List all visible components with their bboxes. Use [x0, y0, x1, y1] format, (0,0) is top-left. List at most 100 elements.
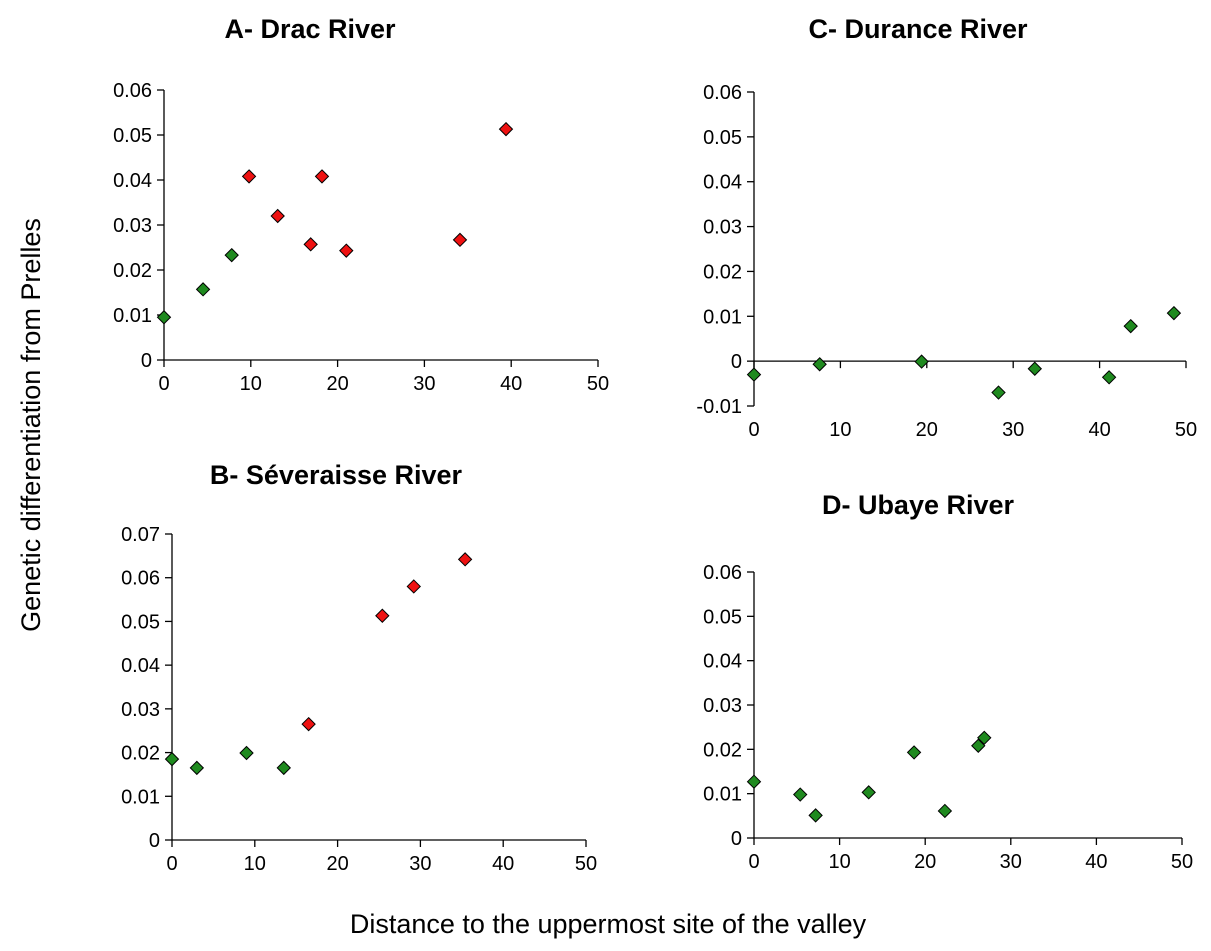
- data-point-green: [156, 310, 172, 325]
- chart-panel-d: D- Ubaye River 0 0.01 0.02 0.03 0.04 0.05 0.06 0…: [703, 490, 1193, 873]
- y-tick-label: 0.02: [113, 260, 152, 282]
- data-point-red: [457, 552, 473, 567]
- data-point-green: [977, 730, 992, 746]
- data-point-green: [914, 354, 929, 369]
- x-tick-label: 30: [409, 853, 431, 875]
- x-tick-label: 20: [326, 853, 348, 875]
- data-point-green: [1166, 305, 1182, 321]
- y-tick-label: 0.05: [113, 125, 152, 147]
- data-point-red: [270, 208, 285, 224]
- x-tick-label: 0: [158, 373, 169, 395]
- data-point-green: [276, 760, 291, 776]
- x-tick-label: 0: [748, 851, 759, 873]
- y-tick-label: 0.03: [113, 215, 152, 237]
- y-tick-label: 0.02: [703, 261, 742, 283]
- data-point-green: [861, 785, 876, 800]
- y-tick-label: 0: [141, 350, 152, 372]
- data-point-red: [406, 579, 421, 594]
- data-point-green: [937, 803, 953, 819]
- y-tick-label: 0.03: [121, 699, 160, 721]
- x-tick-label: 20: [916, 419, 938, 441]
- y-tick-label: 0.01: [121, 786, 160, 808]
- x-tick-label: 40: [500, 373, 522, 395]
- data-point-red: [498, 121, 514, 137]
- figure-x-axis-title: Distance to the uppermost site of the va…: [350, 909, 867, 939]
- y-tick-label: 0.07: [121, 524, 160, 546]
- y-tick-label: 0.02: [121, 743, 160, 765]
- y-tick-label: 0.03: [703, 217, 742, 239]
- x-tick-label: 50: [1171, 851, 1193, 873]
- y-tick-label: 0.05: [703, 127, 742, 149]
- y-tick-label: 0.04: [703, 172, 742, 194]
- y-tick-label: 0: [149, 830, 160, 852]
- data-point-green: [746, 774, 762, 789]
- chart-panel-b: B- Séveraisse River 0 0.01 0.02 0.03 0.04 0.05…: [121, 460, 597, 875]
- x-tick-label: 30: [1000, 851, 1022, 873]
- x-tick-label: 50: [587, 373, 609, 395]
- y-tick-label: 0.02: [703, 739, 742, 761]
- y-tick-label: 0.04: [121, 655, 160, 677]
- y-tick-label: 0.01: [703, 784, 742, 806]
- x-tick-label: 10: [244, 853, 266, 875]
- figure-y-axis-title: Genetic differentiation from Prelles: [16, 218, 46, 632]
- data-point-green: [1123, 318, 1138, 334]
- data-point-green: [164, 751, 180, 767]
- x-tick-label: 10: [240, 373, 262, 395]
- data-point-red: [375, 608, 390, 623]
- data-point-red: [303, 237, 318, 252]
- data-point-green: [224, 247, 239, 263]
- y-tick-label: 0.04: [113, 170, 152, 192]
- data-point-red: [452, 232, 468, 248]
- chart-panel-a: A- Drac River 0 0.01 0.02 0.03 0.04 0.05 0.06 0 1…: [113, 14, 609, 395]
- chart-panel-c: C- Durance River -0.01 0 0.01 0.02 0.03 0.04 0.…: [696, 14, 1197, 441]
- y-tick-label: 0.06: [703, 562, 742, 584]
- data-point-green: [746, 367, 762, 382]
- x-tick-label: 10: [828, 851, 850, 873]
- y-tick-label: 0.06: [703, 82, 742, 104]
- data-point-green: [1027, 361, 1043, 376]
- x-tick-label: 40: [1088, 419, 1110, 441]
- data-point-green: [195, 282, 211, 297]
- y-tick-label: 0.06: [113, 80, 152, 102]
- data-point-green: [812, 357, 827, 372]
- y-tick-label: 0: [731, 828, 742, 850]
- chart-panels: A- Drac River 0 0.01 0.02 0.03 0.04 0.05 0.06 0 1…: [113, 14, 1197, 875]
- y-tick-label: -0.01: [696, 396, 742, 418]
- y-tick-label: 0: [731, 351, 742, 373]
- data-point-green: [808, 808, 823, 823]
- chart-title-b: B- Séveraisse River: [210, 460, 463, 490]
- x-tick-label: 30: [413, 373, 435, 395]
- chart-title-d: D- Ubaye River: [822, 490, 1015, 520]
- data-point-green: [189, 760, 205, 776]
- y-tick-label: 0.04: [703, 651, 742, 673]
- y-tick-label: 0.01: [703, 306, 742, 328]
- y-tick-label: 0.03: [703, 695, 742, 717]
- y-tick-label: 0.01: [113, 305, 152, 327]
- data-point-green: [1101, 370, 1117, 385]
- x-tick-label: 30: [1002, 419, 1024, 441]
- data-point-green: [239, 745, 254, 761]
- chart-title-a: A- Drac River: [224, 14, 396, 44]
- data-point-red: [314, 169, 330, 184]
- x-tick-label: 0: [748, 419, 759, 441]
- y-tick-label: 0.06: [121, 568, 160, 590]
- y-tick-label: 0.05: [121, 611, 160, 633]
- data-point-red: [241, 169, 257, 184]
- data-point-red: [301, 716, 316, 732]
- data-point-green: [906, 745, 922, 760]
- x-tick-label: 0: [166, 853, 177, 875]
- x-tick-label: 40: [1085, 851, 1107, 873]
- x-tick-label: 40: [492, 853, 514, 875]
- x-tick-label: 50: [575, 853, 597, 875]
- x-tick-label: 50: [1175, 419, 1197, 441]
- data-point-green: [793, 787, 808, 802]
- x-tick-label: 10: [829, 419, 851, 441]
- data-point-red: [339, 243, 354, 258]
- x-tick-label: 20: [914, 851, 936, 873]
- y-tick-label: 0.05: [703, 606, 742, 628]
- x-tick-label: 20: [326, 373, 348, 395]
- data-point-green: [971, 738, 986, 753]
- data-point-green: [991, 385, 1006, 400]
- chart-title-c: C- Durance River: [808, 14, 1028, 44]
